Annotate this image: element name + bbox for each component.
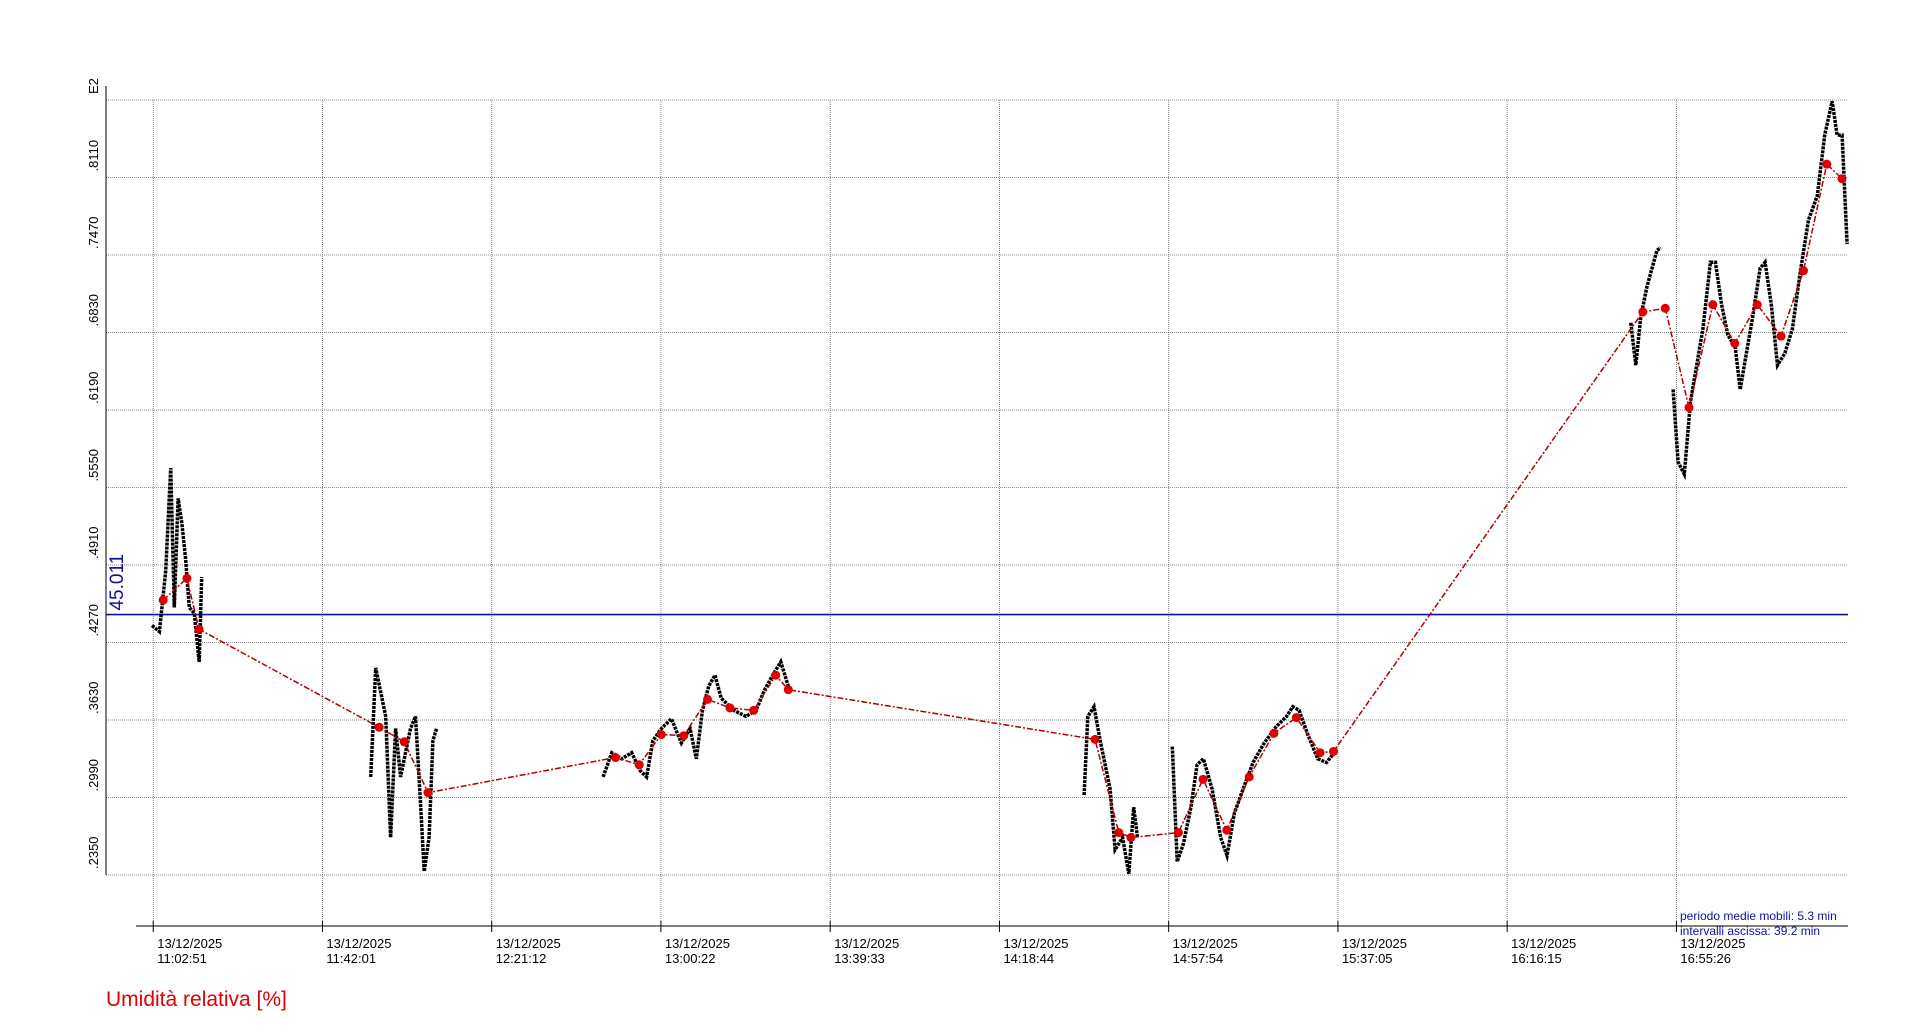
- moving-average-point: [1328, 746, 1338, 756]
- moving-average-point: [374, 722, 384, 732]
- moving-average-point: [194, 624, 204, 634]
- moving-average-point: [679, 731, 689, 741]
- moving-average-point: [1708, 300, 1718, 310]
- annotation: intervalli ascissa: 39.2 min: [1680, 924, 1820, 938]
- moving-average-point: [1752, 300, 1762, 310]
- moving-average-point: [702, 694, 712, 704]
- moving-average-point: [158, 595, 168, 605]
- moving-average-point: [1776, 331, 1786, 341]
- moving-average-point: [783, 685, 793, 695]
- y-axis-title: Umidità relativa [%]: [106, 988, 287, 1011]
- y-tick-label: E2: [86, 78, 101, 94]
- y-tick-label: .6190: [86, 371, 101, 404]
- moving-average-point: [1126, 832, 1136, 842]
- x-tick-label: 13/12/2025 14:18:44: [1003, 936, 1069, 966]
- x-tick-label: 13/12/2025 16:55:26: [1680, 936, 1746, 966]
- moving-average-point: [1315, 748, 1325, 758]
- y-tick-label: .4270: [86, 604, 101, 637]
- x-tick-label: 13/12/2025 14:57:54: [1172, 936, 1238, 966]
- x-tick-label: 13/12/2025 11:42:01: [326, 936, 392, 966]
- annotation: periodo medie mobili: 5.3 min: [1680, 909, 1837, 923]
- moving-average-point: [1837, 174, 1847, 184]
- moving-average-line: [162, 162, 1843, 839]
- moving-average-point: [749, 705, 759, 715]
- x-tick-label: 13/12/2025 16:16:15: [1511, 936, 1577, 966]
- moving-average-point: [656, 730, 666, 740]
- y-tick-label: .3630: [86, 681, 101, 714]
- moving-average-point: [1114, 828, 1124, 838]
- reference-label: 45.011: [107, 554, 128, 611]
- moving-average-point: [1684, 403, 1694, 413]
- moving-average-point: [423, 788, 433, 798]
- x-tick-label: 13/12/2025 15:37:05: [1341, 936, 1408, 966]
- moving-average-point: [1638, 307, 1648, 317]
- moving-average-point: [1799, 266, 1809, 276]
- moving-average-point: [634, 760, 644, 770]
- moving-average-point: [1090, 734, 1100, 744]
- moving-average-point: [1173, 828, 1183, 838]
- x-tick-label: 13/12/2025 13:39:33: [834, 936, 900, 966]
- moving-average-point: [1730, 338, 1740, 348]
- y-tick-label: .4910: [86, 526, 101, 559]
- moving-average-point: [610, 753, 620, 763]
- moving-average-point: [1291, 713, 1301, 723]
- moving-average-point: [1222, 825, 1232, 835]
- y-tick-label: .8110: [86, 140, 101, 172]
- x-tick-label: 13/12/2025 13:00:22: [664, 936, 730, 966]
- moving-average-point: [399, 737, 409, 747]
- y-tick-label: .6830: [86, 294, 101, 327]
- raw-line: [150, 100, 1849, 875]
- moving-average-point: [1822, 159, 1832, 169]
- moving-average-point: [1269, 728, 1279, 738]
- y-tick-label: .2990: [86, 759, 101, 792]
- moving-average-point: [1198, 774, 1208, 784]
- x-tick-label: 13/12/2025 12:21:12: [495, 936, 561, 966]
- x-tick-label: 13/12/2025 11:02:51: [157, 936, 223, 966]
- moving-average-point: [1244, 772, 1254, 782]
- moving-average-point: [1660, 303, 1670, 313]
- moving-average-point: [725, 703, 735, 713]
- y-tick-label: .7470: [86, 216, 101, 249]
- y-tick-label: .5550: [86, 449, 101, 482]
- moving-average-point: [771, 670, 781, 680]
- y-tick-label: .2350: [86, 836, 101, 869]
- moving-average-point: [182, 573, 192, 583]
